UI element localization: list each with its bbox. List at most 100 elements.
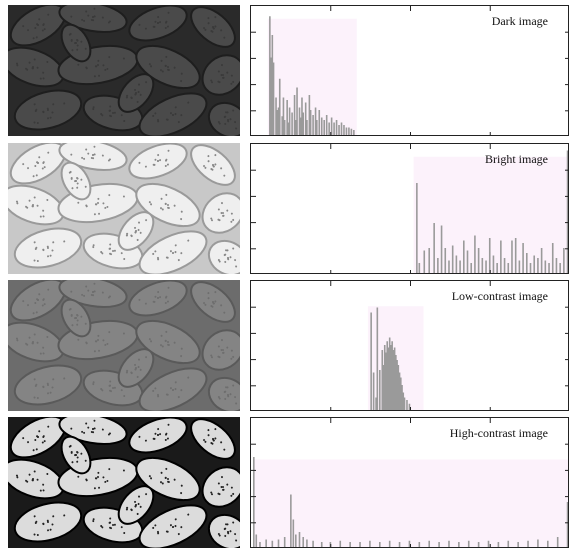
histogram-bar xyxy=(292,519,295,547)
histogram-bar xyxy=(318,110,321,135)
histogram-bar xyxy=(551,243,554,273)
histogram-bar xyxy=(518,260,521,273)
histogram-bar xyxy=(556,537,559,547)
low-contrast-histogram-title: Low-contrast image xyxy=(451,289,548,303)
seed xyxy=(190,144,236,186)
histogram-bar xyxy=(270,57,272,135)
histogram-bar xyxy=(277,107,280,135)
histogram-bar xyxy=(353,130,355,135)
histogram-bar xyxy=(533,255,536,273)
histogram-bar xyxy=(323,120,326,135)
seed xyxy=(207,101,240,136)
seed xyxy=(9,5,67,47)
seed xyxy=(60,23,92,63)
histogram-bar xyxy=(470,263,473,273)
histogram-bar xyxy=(383,345,386,410)
histogram-bar xyxy=(381,350,384,410)
histogram-bar xyxy=(428,248,431,273)
seed xyxy=(13,89,83,131)
histogram-bar xyxy=(335,120,338,135)
histogram-bar xyxy=(325,115,328,135)
histogram-bar xyxy=(338,125,340,135)
histogram-bar xyxy=(296,87,298,135)
histogram-bar xyxy=(291,112,293,135)
histogram-bar xyxy=(433,223,435,273)
histogram-bar xyxy=(481,258,484,273)
histogram-bar xyxy=(312,540,314,547)
histogram-bar xyxy=(437,258,439,273)
histogram-bar xyxy=(359,542,361,547)
histogram-bar xyxy=(278,78,281,135)
histogram-bar xyxy=(403,397,406,410)
histogram-bar xyxy=(492,255,495,273)
histogram-bar xyxy=(283,537,286,547)
histogram-bar xyxy=(566,502,568,547)
seed xyxy=(207,376,240,411)
histogram-bar xyxy=(295,120,297,135)
seed xyxy=(138,504,208,548)
histogram-bar xyxy=(333,122,335,135)
seed xyxy=(58,143,128,171)
histogram-bar xyxy=(544,260,547,273)
seed xyxy=(117,211,155,251)
histogram-bar xyxy=(320,542,323,547)
bright-histogram-title: Bright image xyxy=(485,152,548,166)
high-contrast-histogram-title: High-contrast image xyxy=(449,426,548,440)
low-contrast-histogram: Low-contrast image xyxy=(250,280,569,411)
histogram-bar xyxy=(379,370,381,410)
seed xyxy=(58,280,128,308)
histogram-bar xyxy=(402,392,405,410)
histogram-bar xyxy=(271,35,274,135)
histogram-bar xyxy=(299,117,302,135)
histogram-bar xyxy=(306,120,308,135)
histogram-bar xyxy=(253,457,255,547)
histogram-bar xyxy=(350,128,353,135)
histogram-bar xyxy=(396,360,398,410)
histogram-bar xyxy=(295,534,297,547)
histogram-bar xyxy=(408,403,411,410)
histogram-bar xyxy=(522,243,524,273)
seed xyxy=(117,348,155,388)
histogram-bar xyxy=(397,365,400,410)
histogram-band xyxy=(413,156,568,273)
histogram-bar xyxy=(330,117,333,135)
histogram-bar xyxy=(282,97,285,135)
seed xyxy=(190,6,236,48)
histogram-bar xyxy=(406,400,408,410)
histogram-bar xyxy=(370,312,372,410)
histogram-bar xyxy=(269,16,271,135)
histogram-bar xyxy=(388,337,391,410)
seed xyxy=(201,54,240,96)
seed xyxy=(8,46,65,88)
histogram-bar xyxy=(511,240,513,273)
histogram-bar xyxy=(566,150,568,273)
seed xyxy=(138,92,208,136)
histogram-bar xyxy=(379,542,381,547)
histogram-bar xyxy=(418,542,421,547)
histogram-bar xyxy=(276,110,279,135)
histogram-bar xyxy=(537,258,539,273)
histogram-bar xyxy=(259,542,261,547)
histogram-bar xyxy=(487,540,490,547)
histogram-bar xyxy=(395,355,397,410)
histogram-bar xyxy=(316,120,318,135)
histogram-bar xyxy=(526,253,528,273)
histogram-bar xyxy=(458,542,460,547)
seed xyxy=(117,485,155,525)
seed xyxy=(58,417,128,445)
seed xyxy=(190,281,236,323)
seed xyxy=(138,230,208,274)
histogram-bar xyxy=(255,534,258,547)
histogram-bar xyxy=(288,107,291,135)
dark-histogram-title: Dark image xyxy=(491,14,548,28)
seed xyxy=(60,435,92,475)
seed xyxy=(128,280,188,317)
histogram-bar xyxy=(496,263,498,273)
histogram-bar xyxy=(451,245,454,273)
histogram-bar xyxy=(500,240,502,273)
histogram-bar xyxy=(309,110,312,135)
histogram-bar xyxy=(271,540,274,547)
seed xyxy=(117,73,155,113)
high-contrast-photo xyxy=(8,417,240,548)
histogram-bar xyxy=(455,255,458,273)
